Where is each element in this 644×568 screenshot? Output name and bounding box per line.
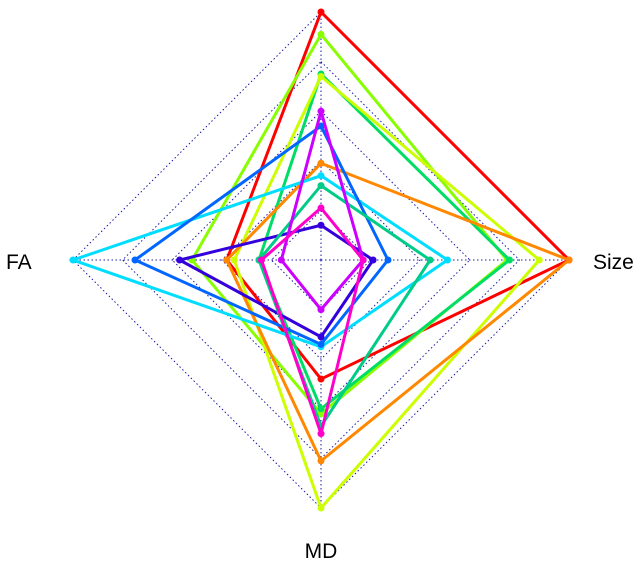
series-5-point-fa [223,256,231,264]
series-4-point-md [317,504,325,512]
series-7-point-fa [131,256,139,264]
series-4-point-size [535,256,543,264]
series-3-point-md [317,405,325,413]
series-1-point-top [317,8,325,16]
series-4 [230,72,543,512]
radar-series [68,8,573,512]
axis-label-fa: FA [6,251,32,274]
series-5 [223,159,573,465]
series-4-point-top [317,72,325,80]
series-2-point-top [317,30,325,38]
series-5-point-size [565,256,573,264]
series-8-point-top [317,221,325,229]
series-6-point-top [317,172,325,180]
series-1 [223,8,573,383]
series-6-point-size [443,256,451,264]
series-11-point-fa [257,256,265,264]
axis-label-md: MD [305,540,338,563]
series-2-point-md [317,410,325,418]
series-9-point-size [426,256,434,264]
series-11-point-md [317,430,325,438]
series-9-point-top [317,182,325,190]
series-7 [131,122,392,348]
series-11-point-top [317,204,325,212]
series-9-line [257,183,433,430]
grid-ring-2 [221,160,421,360]
series-4-line [232,74,542,511]
series-10-point-top [317,107,325,115]
series-8-point-fa [176,256,184,264]
series-5-point-md [317,457,325,465]
series-7-point-top [317,122,325,130]
series-7-point-size [384,256,392,264]
series-8-point-size [369,256,377,264]
series-5-point-top [317,159,325,167]
series-7-point-md [317,340,325,348]
axis-label-size: Size [593,251,634,274]
series-11 [257,204,367,439]
series-10-point-md [317,306,325,314]
series-3-point-size [505,256,513,264]
series-1-point-md [317,375,325,383]
series-4-point-fa [230,256,238,264]
series-10-point-fa [277,256,285,264]
series-11-point-size [359,256,367,264]
series-8-point-md [317,333,325,341]
series-2 [188,30,511,418]
series-6-point-fa [69,256,77,264]
